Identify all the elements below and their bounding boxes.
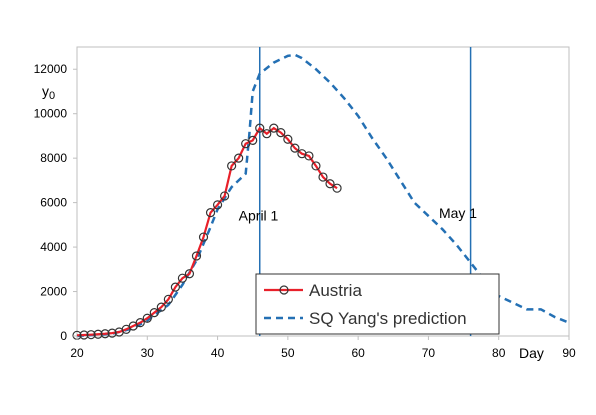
y-tick-label: 2000 bbox=[40, 285, 67, 299]
austria-point bbox=[170, 282, 180, 292]
legend-austria-label: Austria bbox=[309, 281, 362, 300]
legend-box bbox=[255, 273, 500, 335]
austria-point bbox=[255, 123, 265, 133]
x-tick-label: 40 bbox=[211, 346, 225, 360]
austria-point bbox=[86, 330, 96, 340]
austria-point bbox=[177, 273, 188, 283]
austria-point bbox=[269, 123, 279, 133]
austria-point bbox=[290, 143, 300, 153]
austria-point bbox=[234, 153, 244, 163]
legend-prediction-label: SQ Yang's prediction bbox=[309, 309, 467, 328]
x-tick-label: 20 bbox=[70, 346, 84, 360]
austria-point bbox=[205, 208, 216, 218]
austria-point bbox=[156, 302, 166, 312]
annotation-label: April 1 bbox=[239, 207, 279, 223]
austria-point bbox=[318, 172, 328, 182]
annotations: April 1 May 1 bbox=[239, 205, 478, 223]
austria-point bbox=[311, 161, 321, 171]
austria-point bbox=[198, 232, 209, 242]
austria-point bbox=[227, 161, 237, 171]
x-tick-label: 60 bbox=[351, 346, 365, 360]
y-tick-label: 8000 bbox=[40, 151, 67, 165]
y-axis-label: y0 bbox=[42, 83, 55, 102]
legend-austria-marker bbox=[279, 285, 289, 295]
series-austria bbox=[72, 123, 342, 340]
austria-point bbox=[262, 129, 272, 139]
x-tick-label: 30 bbox=[141, 346, 155, 360]
austria-point bbox=[332, 183, 342, 193]
austria-point bbox=[79, 330, 89, 340]
y-tick-label: 4000 bbox=[40, 240, 67, 254]
y-tick-label: 6000 bbox=[40, 196, 67, 210]
x-axis-ticks: 20 30 40 50 60 70 80 90 bbox=[70, 336, 576, 360]
y-tick-label: 12000 bbox=[34, 62, 68, 76]
austria-point bbox=[276, 127, 286, 138]
austria-point bbox=[149, 308, 159, 318]
legend: Austria SQ Yang's prediction bbox=[255, 273, 500, 335]
x-tick-label: 50 bbox=[281, 346, 295, 360]
austria-point bbox=[283, 134, 293, 144]
x-tick-label: 80 bbox=[492, 346, 506, 360]
austria-point bbox=[191, 251, 202, 261]
austria-point bbox=[220, 191, 230, 201]
austria-point bbox=[163, 294, 173, 304]
x-tick-label: 90 bbox=[562, 346, 576, 360]
plot-area-border bbox=[76, 46, 570, 337]
austria-point bbox=[93, 329, 103, 339]
x-axis-label: Day bbox=[519, 345, 544, 361]
austria-point bbox=[107, 328, 117, 338]
austria-point bbox=[184, 269, 195, 279]
y-tick-label: 0 bbox=[60, 329, 67, 343]
austria-point bbox=[135, 318, 145, 328]
austria-point bbox=[248, 135, 258, 145]
austria-point bbox=[100, 329, 110, 339]
austria-point bbox=[212, 200, 223, 210]
austria-point bbox=[304, 151, 314, 161]
annotation-label: May 1 bbox=[439, 205, 477, 221]
y-tick-label: 10000 bbox=[34, 107, 68, 121]
austria-line bbox=[76, 126, 338, 337]
austria-point bbox=[142, 313, 152, 323]
austria-point bbox=[325, 179, 335, 189]
x-tick-label: 70 bbox=[422, 346, 436, 360]
y-axis-ticks: 0 2000 4000 6000 8000 10000 12000 bbox=[34, 62, 77, 343]
